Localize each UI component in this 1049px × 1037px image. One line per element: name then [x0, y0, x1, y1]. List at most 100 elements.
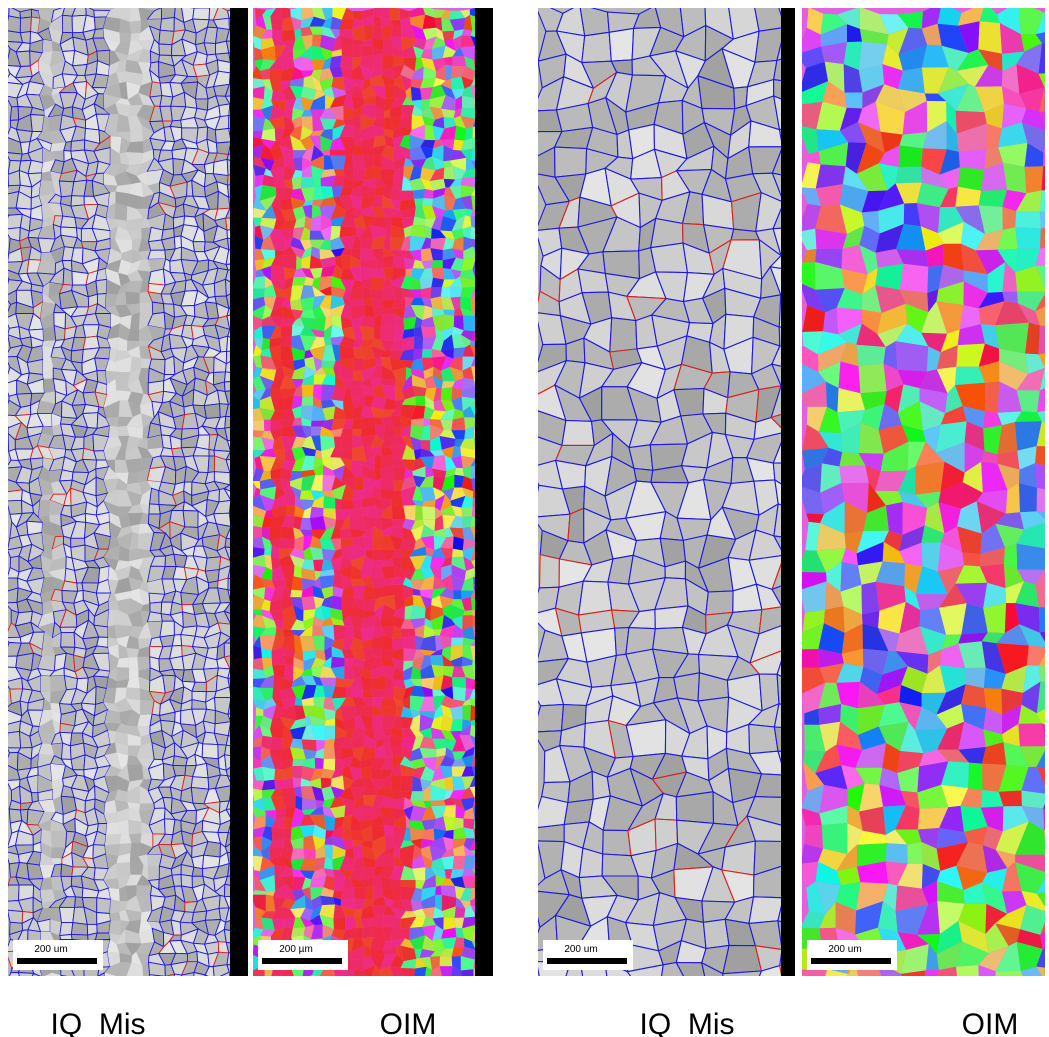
grain: [284, 448, 296, 462]
grain: [139, 325, 154, 342]
grain: [329, 137, 346, 150]
grain: [279, 409, 295, 421]
grain: [118, 874, 131, 889]
grain: [293, 651, 304, 662]
grain: [673, 672, 701, 702]
grain: [139, 928, 155, 944]
grain: [462, 979, 474, 988]
grain: [389, 865, 405, 880]
grain: [380, 325, 397, 342]
grain: [494, 756, 507, 770]
grain: [41, 521, 56, 537]
grain: [451, 615, 463, 630]
grain: [321, 374, 336, 386]
grain: [442, 257, 456, 270]
grain: [303, 749, 317, 760]
grain: [421, 297, 433, 308]
grain: [341, 637, 354, 651]
grain: [391, 490, 401, 500]
grain: [114, 577, 132, 595]
grain: [461, 766, 475, 777]
grain: [439, 595, 454, 609]
grain: [309, 806, 324, 815]
grain: [391, 549, 403, 559]
grain: [126, 425, 144, 439]
grain: [340, 538, 354, 549]
grain: [41, 568, 53, 578]
grain: [341, 756, 354, 768]
grain: [450, 276, 463, 288]
grain: [39, 865, 55, 879]
grain: [401, 727, 416, 739]
grain: [453, 115, 467, 129]
grain: [274, 865, 287, 877]
grain: [114, 566, 131, 581]
grain: [285, 494, 296, 506]
grain: [261, 536, 272, 549]
grain: [748, 723, 779, 755]
grain: [411, 114, 425, 131]
grain: [325, 830, 335, 840]
grain: [114, 171, 132, 186]
grain: [423, 66, 437, 80]
grain: [463, 246, 477, 260]
grain: [304, 356, 317, 372]
grain: [103, 687, 117, 704]
grain: [253, 35, 261, 50]
grain: [577, 580, 613, 616]
grain: [261, 599, 271, 612]
grain: [128, 400, 141, 418]
grain: [292, 227, 305, 241]
grain: [114, 163, 130, 177]
grain: [384, 109, 390, 118]
grain: [360, 614, 377, 630]
grain: [400, 756, 415, 769]
grain: [381, 526, 394, 536]
grain: [342, 766, 354, 781]
grain: [441, 84, 456, 100]
grain: [440, 286, 451, 298]
grain: [309, 267, 323, 279]
grain: [332, 855, 346, 871]
grain: [40, 391, 56, 404]
grain: [137, 26, 155, 41]
grain: [389, 350, 404, 360]
grain: [396, 705, 404, 717]
grain: [271, 100, 287, 112]
grain: [415, 880, 426, 889]
grain: [339, 136, 356, 150]
grain: [353, 596, 366, 611]
grain: [449, 366, 464, 382]
grain: [362, 965, 376, 976]
grain: [410, 900, 423, 912]
grain: [42, 147, 56, 163]
grain: [441, 9, 451, 20]
grain: [138, 81, 153, 98]
grain: [346, 687, 353, 698]
grain: [37, 18, 52, 34]
grain: [332, 897, 341, 906]
grain: [323, 495, 336, 509]
grain: [300, 227, 311, 241]
grain: [431, 868, 447, 879]
grain: [319, 286, 332, 296]
grain: [320, 34, 337, 52]
grain: [59, 933, 73, 940]
grain: [449, 797, 466, 811]
grain: [462, 644, 473, 661]
grain: [362, 515, 377, 531]
grain: [311, 426, 322, 436]
grain: [147, 854, 162, 867]
grain: [433, 399, 446, 412]
grain: [454, 474, 464, 488]
grain: [282, 619, 297, 630]
grain: [127, 733, 141, 746]
grain: [140, 610, 151, 627]
grain: [403, 505, 416, 521]
grain: [9, 106, 20, 121]
grain: [148, 268, 166, 286]
grain: [253, 657, 264, 671]
grain: [265, 810, 276, 821]
grain: [331, 697, 347, 711]
grain: [315, 844, 326, 859]
